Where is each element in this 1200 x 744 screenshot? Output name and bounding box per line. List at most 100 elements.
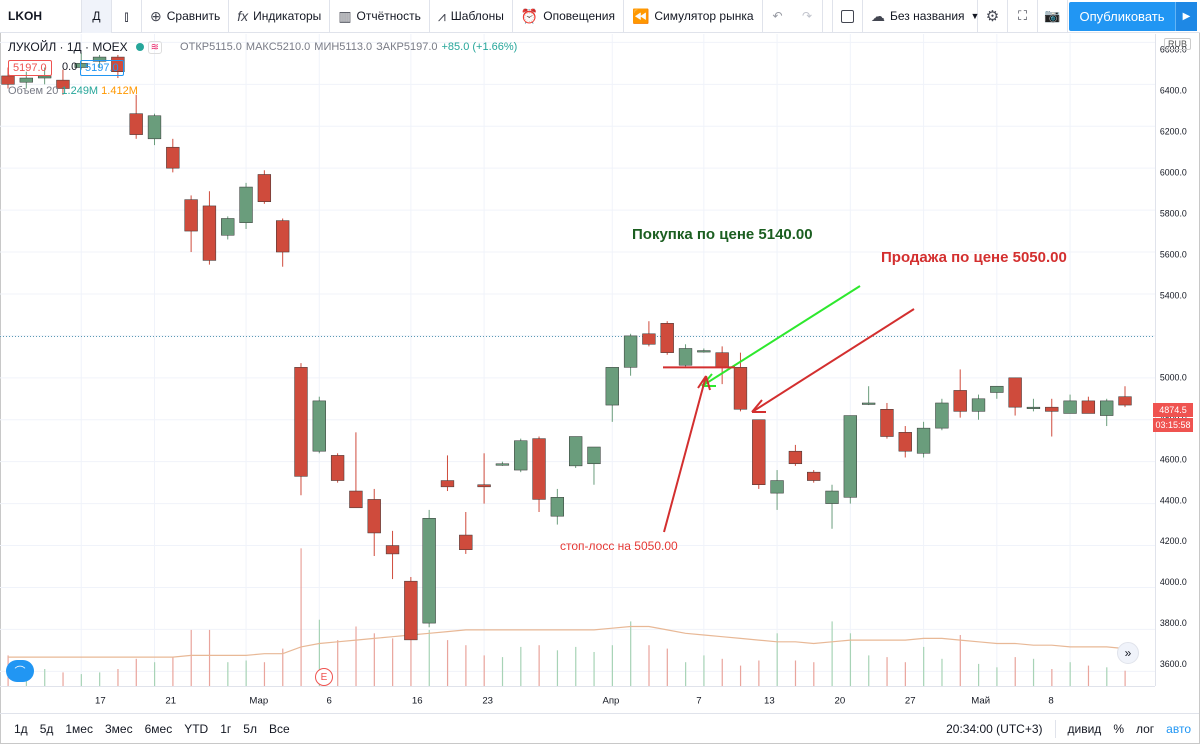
cloud-check-icon: ☁ bbox=[871, 7, 885, 24]
time-scale[interactable]: 17 21 Мар 6 16 23 Апр 7 13 20 27 Май 8 bbox=[0, 686, 1155, 712]
candle-body bbox=[990, 385, 1004, 393]
annotation-buy-text[interactable]: Покупка по цене 5140.00 bbox=[632, 226, 813, 243]
fullscreen-icon: ⛶ bbox=[1017, 8, 1028, 23]
top-toolbar: LKOH Д ⫾ ⊕ Сравнить fx Индикаторы ▥ Отчётно… bbox=[0, 0, 1200, 33]
volume-bar bbox=[996, 667, 998, 686]
price-tick-label: 3600.0 bbox=[1160, 659, 1187, 669]
visibility-icon[interactable]: ≋ bbox=[147, 40, 163, 54]
candle-body bbox=[678, 348, 693, 366]
settings-button[interactable]: ⚙ bbox=[978, 0, 1008, 33]
candle-body bbox=[404, 580, 418, 641]
double-chevron-right-icon: » bbox=[1124, 646, 1132, 660]
volume-bar bbox=[392, 638, 394, 686]
tradingview-logo-icon[interactable]: ⌒ bbox=[6, 660, 34, 682]
candle-body bbox=[1118, 396, 1132, 406]
candle-body bbox=[37, 75, 52, 79]
candles-icon: ⫾ bbox=[124, 7, 129, 24]
candle-body bbox=[935, 402, 949, 429]
volume-bar bbox=[959, 635, 961, 686]
replay-button[interactable]: ⏪ Симулятор рынка bbox=[624, 0, 763, 33]
bar-countdown-label: 03:15:58 bbox=[1153, 418, 1193, 432]
volume-bar bbox=[794, 660, 797, 686]
annotation-stop-text[interactable]: стоп-лосс на 5050.00 bbox=[560, 539, 678, 553]
reports-button[interactable]: ▥ Отчётность bbox=[330, 0, 430, 33]
percent-scale-button[interactable]: % bbox=[1113, 721, 1124, 736]
undo-button[interactable]: ↶ bbox=[763, 0, 793, 33]
candle-body bbox=[184, 199, 198, 232]
range-button-5[interactable]: YTD bbox=[184, 721, 209, 736]
range-button-7[interactable]: 5л bbox=[243, 721, 257, 736]
timezone-button[interactable]: 20:34:00 (UTC+3) bbox=[946, 721, 1043, 736]
publish-menu-button[interactable]: ▶ bbox=[1175, 2, 1197, 31]
candle-body bbox=[550, 497, 565, 517]
dividends-adjust-button[interactable]: дивид bbox=[1067, 721, 1102, 736]
chart-type-button[interactable]: ⫾ bbox=[112, 0, 142, 33]
volume-bar bbox=[337, 640, 339, 686]
compare-button[interactable]: ⊕ Сравнить bbox=[142, 0, 230, 33]
candle-body bbox=[697, 350, 711, 353]
auto-scale-button[interactable]: авто bbox=[1166, 721, 1191, 736]
fullscreen-button[interactable]: ⛶ bbox=[1008, 0, 1038, 33]
volume-bar bbox=[593, 652, 595, 686]
candle-body bbox=[1081, 400, 1096, 414]
chevron-down-icon: ▼ bbox=[970, 11, 980, 21]
price-scale[interactable]: 3600.03800.04000.04200.04400.04600.04800… bbox=[1155, 34, 1199, 686]
chart-legend: ЛУКОЙЛ · 1Д · MOEX ≋ ОТКР5115.0 МАКС5210… bbox=[8, 40, 517, 54]
volume-bar bbox=[172, 657, 174, 686]
volume-bar bbox=[1124, 670, 1126, 686]
price-tick-label: 6000.0 bbox=[1160, 167, 1187, 177]
sell-price-button[interactable]: 5197.0 bbox=[8, 60, 52, 76]
range-button-4[interactable]: 6мес bbox=[144, 721, 173, 736]
range-button-8[interactable]: Все bbox=[268, 721, 290, 736]
volume-bar bbox=[849, 633, 852, 686]
candle-body bbox=[623, 335, 638, 368]
price-chart[interactable] bbox=[0, 34, 1155, 686]
symbol-search-button[interactable]: LKOH bbox=[0, 0, 82, 33]
fullscreen-select-button[interactable] bbox=[833, 0, 863, 33]
publish-button[interactable]: Опубликовать bbox=[1069, 2, 1175, 31]
range-button-1[interactable]: 5д bbox=[39, 721, 54, 736]
volume-bar bbox=[556, 650, 559, 686]
time-tick-label: Апр bbox=[602, 695, 619, 706]
volume-bar bbox=[80, 674, 82, 686]
alerts-button[interactable]: ⏰ Оповещения bbox=[513, 0, 624, 33]
log-scale-button[interactable]: лог bbox=[1135, 721, 1155, 736]
volume-bar bbox=[685, 662, 687, 686]
snapshot-button[interactable]: 📷 bbox=[1038, 0, 1068, 33]
buy-price-button[interactable]: 5197.0 bbox=[80, 60, 124, 76]
indicators-button[interactable]: fx Индикаторы bbox=[229, 0, 331, 33]
volume-bar bbox=[978, 663, 980, 686]
scroll-to-realtime-button[interactable]: » bbox=[1117, 642, 1139, 664]
price-tick-label: 6200.0 bbox=[1160, 126, 1187, 136]
volume-bar bbox=[282, 648, 284, 686]
candle-body bbox=[495, 463, 510, 466]
annotation-sell-text[interactable]: Продажа по цене 5050.00 bbox=[881, 249, 1067, 266]
bar-chart-icon: ▥ bbox=[338, 7, 352, 24]
candle-body bbox=[733, 367, 748, 410]
plus-circle-icon: ⊕ bbox=[150, 7, 162, 24]
range-button-3[interactable]: 3мес bbox=[104, 721, 133, 736]
range-button-2[interactable]: 1мес bbox=[65, 721, 93, 736]
volume-bar bbox=[318, 619, 320, 686]
volume-bar bbox=[703, 655, 705, 686]
range-button-0[interactable]: 1д bbox=[14, 721, 28, 736]
candle-body bbox=[660, 323, 674, 353]
earnings-event-badge[interactable]: E bbox=[315, 668, 333, 686]
volume-bar bbox=[813, 662, 815, 686]
spread-value: 0.0 bbox=[62, 61, 78, 73]
layout-name-button[interactable]: ☁ Без названия ▼ bbox=[863, 0, 980, 33]
templates-button[interactable]: ⩘ Шаблоны bbox=[430, 0, 513, 33]
redo-button[interactable]: ↷ bbox=[793, 0, 823, 33]
price-tick-label: 5400.0 bbox=[1160, 290, 1187, 300]
bottom-toolbar: 1д 5д 1мес 3мес 6мес YTD 1г 5л Все 20:34:00 (UTC… bbox=[0, 713, 1199, 743]
stop-arrow-line bbox=[663, 375, 707, 533]
candle-body bbox=[239, 186, 253, 223]
legend-close: ЗАКР5197.0 bbox=[376, 41, 438, 53]
currency-badge[interactable]: RUB bbox=[1164, 38, 1192, 50]
range-button-6[interactable]: 1г bbox=[220, 721, 232, 736]
time-tick-label: Мар bbox=[249, 695, 268, 706]
candle-body bbox=[221, 218, 235, 236]
candle-body bbox=[1008, 377, 1022, 408]
interval-button[interactable]: Д bbox=[82, 0, 112, 33]
volume-bar bbox=[1069, 662, 1071, 686]
